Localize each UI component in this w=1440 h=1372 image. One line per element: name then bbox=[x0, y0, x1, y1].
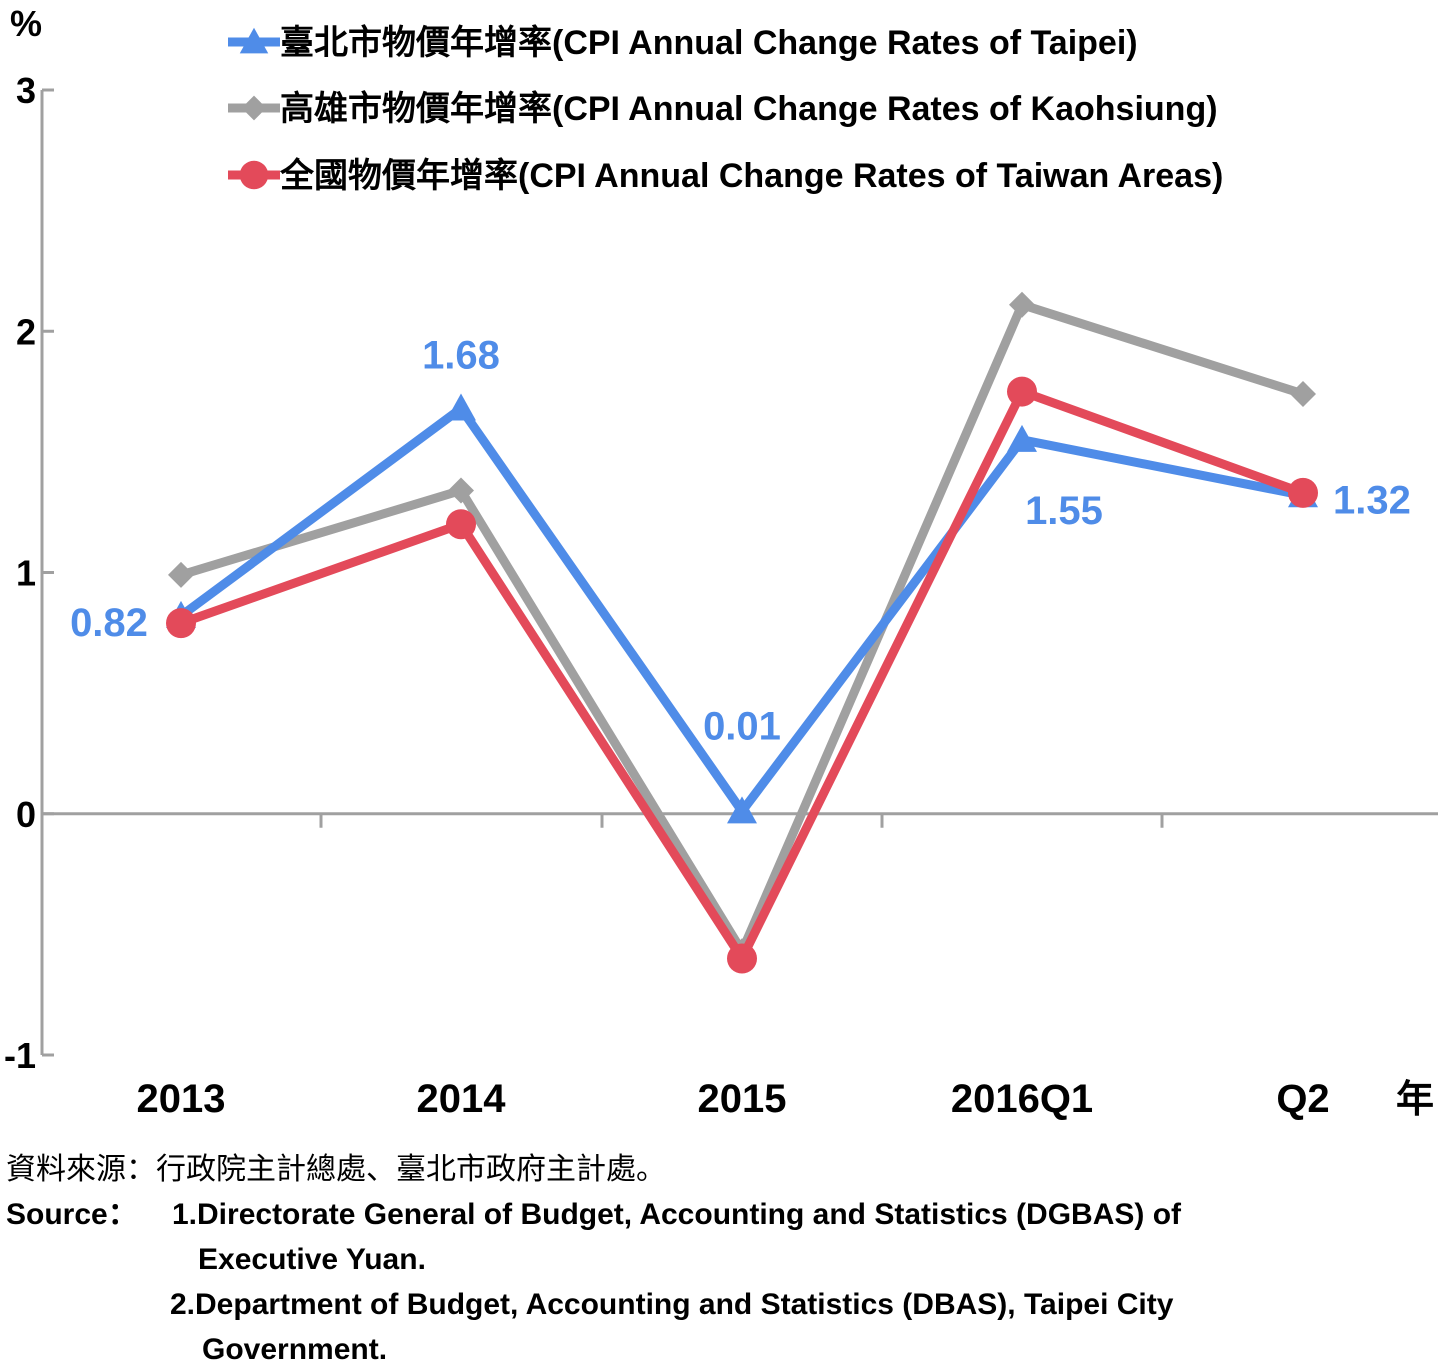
y-tick-label: 0 bbox=[16, 794, 36, 835]
legend-label-taiwan: 全國物價年增率(CPI Annual Change Rates of Taiwa… bbox=[279, 156, 1223, 195]
x-tick-label: Q2 bbox=[1276, 1077, 1329, 1121]
legend-marker-taiwan bbox=[239, 160, 269, 190]
legend-label-taipei: 臺北市物價年增率(CPI Annual Change Rates of Taip… bbox=[280, 23, 1138, 62]
source-en-label: Source： bbox=[6, 1198, 138, 1231]
data-point-taiwan bbox=[727, 943, 757, 974]
data-point-taipei bbox=[1007, 424, 1037, 452]
data-label-taipei: 1.55 bbox=[1025, 489, 1103, 533]
y-unit-label: % bbox=[10, 3, 42, 44]
x-tick-label: 2013 bbox=[137, 1077, 226, 1121]
legend-label-kaohsiung: 高雄市物價年增率(CPI Annual Change Rates of Kaoh… bbox=[280, 89, 1218, 128]
y-tick-label: 2 bbox=[16, 311, 36, 352]
data-point-kaohsiung bbox=[168, 561, 194, 588]
data-label-taipei: 0.82 bbox=[70, 601, 148, 645]
data-label-taipei: 1.68 bbox=[422, 333, 500, 377]
series-line-taipei bbox=[178, 403, 1304, 816]
x-tick-label: 2014 bbox=[417, 1077, 507, 1121]
data-point-taipei bbox=[727, 796, 757, 824]
data-point-taiwan bbox=[166, 608, 196, 639]
source-en-line1: 1.Directorate General of Budget, Account… bbox=[172, 1198, 1182, 1231]
data-label-taipei: 1.32 bbox=[1333, 478, 1411, 522]
data-point-taiwan bbox=[1288, 477, 1318, 508]
x-tick-label: 2015 bbox=[698, 1077, 787, 1121]
y-tick-label: 3 bbox=[16, 70, 36, 111]
legend-marker-kaohsiung bbox=[241, 95, 267, 121]
y-tick-label: -1 bbox=[4, 1035, 36, 1076]
source-zh: 資料來源：行政院主計總處、臺北市政府主計處。 bbox=[6, 1153, 666, 1186]
source-note: 資料來源：行政院主計總處、臺北市政府主計處。 Source： 1.Directo… bbox=[6, 1148, 1438, 1372]
data-point-taipei bbox=[446, 393, 476, 421]
x-unit-label: 年 bbox=[1396, 1079, 1434, 1121]
data-point-taiwan bbox=[1007, 376, 1037, 407]
source-en-line4: Government. bbox=[202, 1333, 388, 1366]
y-tick-label: 1 bbox=[16, 553, 36, 594]
series-line-kaohsiung bbox=[179, 300, 1305, 956]
line-chart: 3 2 1 0 -1% 2013 2014 2015 2016Q1 Q2 年 0.82 1.68 0.01… bbox=[4, 3, 1438, 1121]
source-en-line2: Executive Yuan. bbox=[198, 1243, 426, 1276]
data-point-kaohsiung bbox=[1290, 380, 1316, 407]
data-point-taiwan bbox=[446, 509, 476, 540]
data-point-kaohsiung bbox=[448, 477, 474, 504]
series-line-taiwan bbox=[179, 387, 1305, 963]
source-en-line3: 2.Department of Budget, Accounting and S… bbox=[170, 1288, 1174, 1321]
legend-marker-taipei bbox=[239, 27, 269, 54]
data-point-kaohsiung bbox=[1009, 291, 1035, 318]
x-tick-label: 2016Q1 bbox=[951, 1077, 1093, 1121]
data-label-taipei: 0.01 bbox=[703, 704, 781, 748]
